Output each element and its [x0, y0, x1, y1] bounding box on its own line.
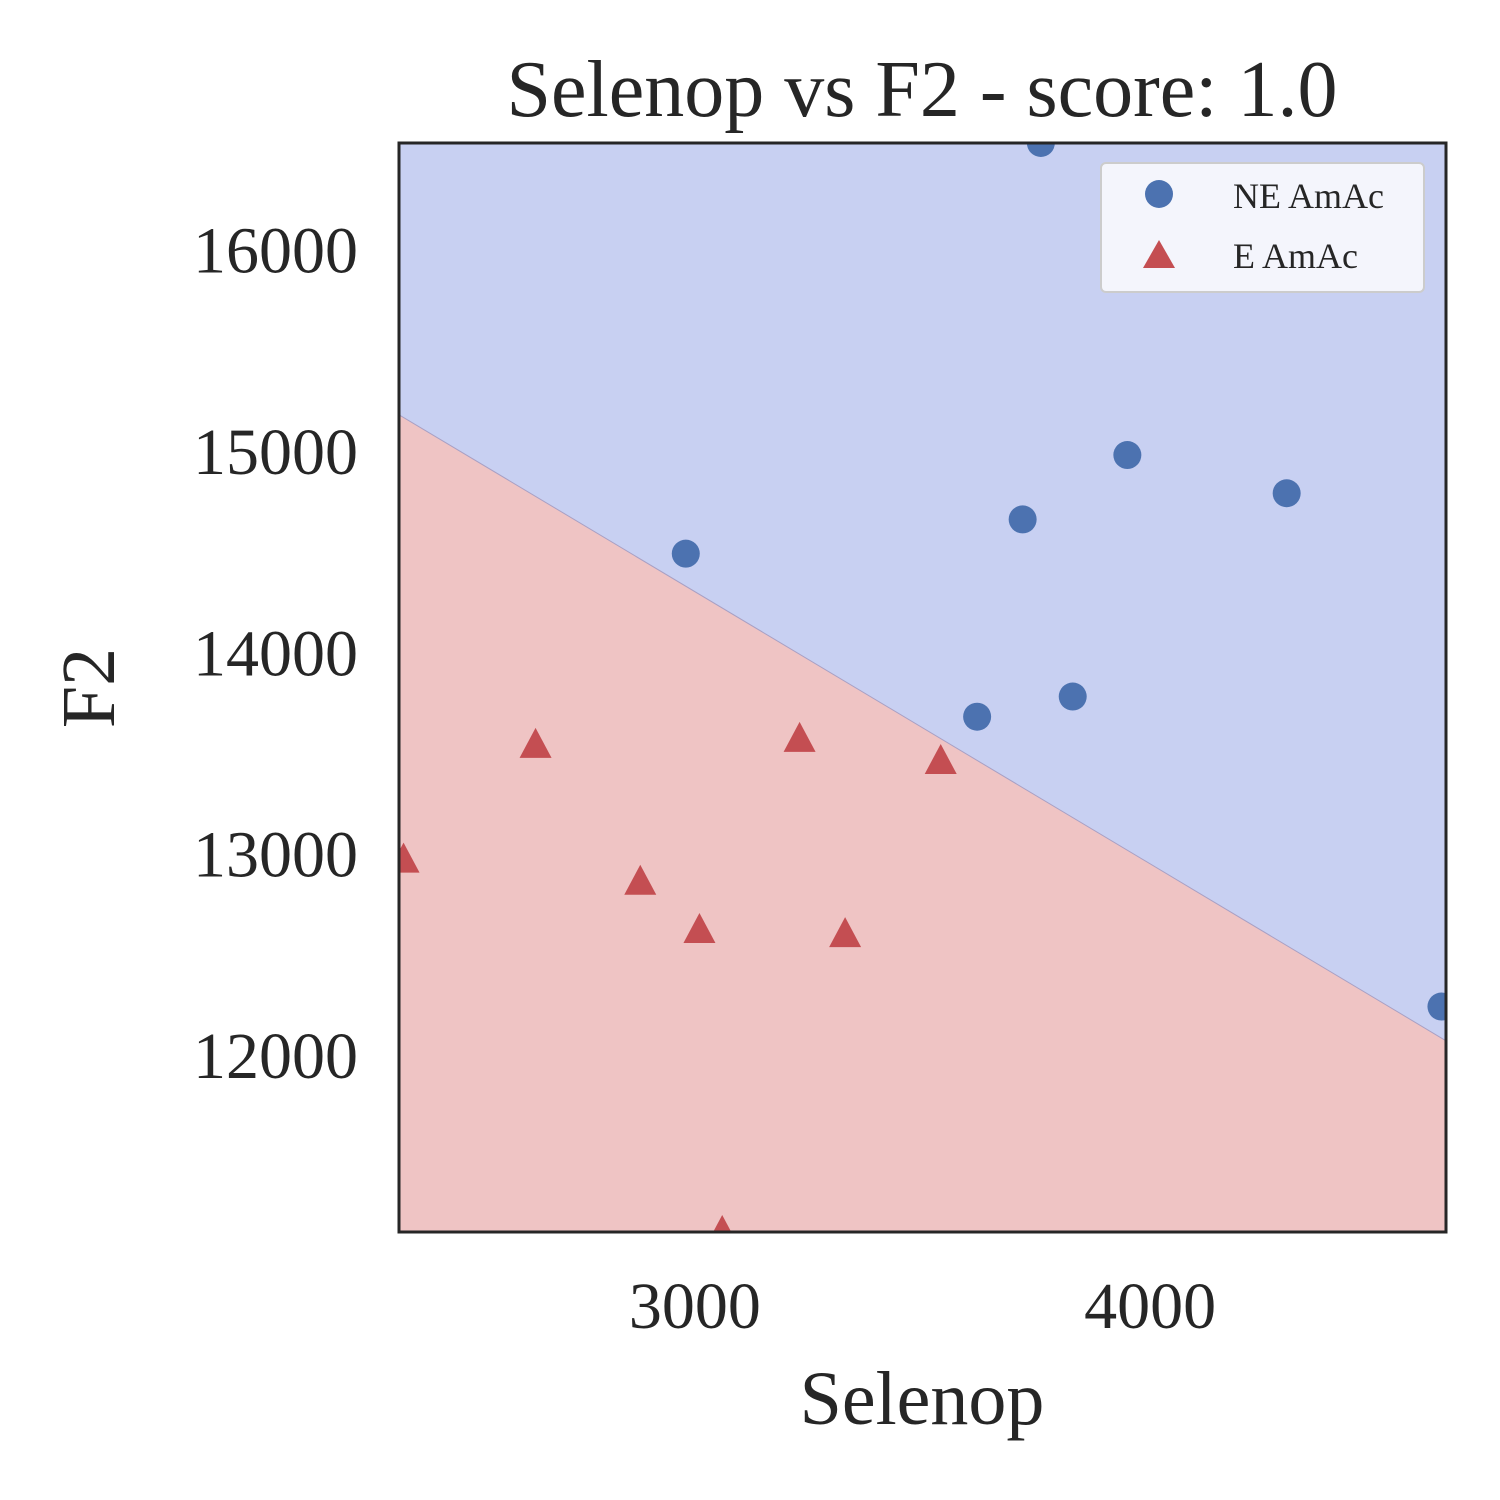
data-point-ne-amac-5: [1058, 682, 1087, 711]
legend-marker-ne-amac: [1145, 180, 1173, 208]
y-tick-label-13000: 13000: [193, 819, 358, 892]
plot-area: [399, 143, 1446, 1232]
plot-frame: [397, 141, 1448, 1234]
data-point-e-amac-6: [829, 917, 862, 948]
data-point-ne-amac-2: [1272, 479, 1301, 508]
legend: NE AmAc E AmAc: [1100, 162, 1425, 293]
data-point-ne-amac-3: [1008, 505, 1037, 534]
data-points: [399, 143, 1446, 1232]
y-tick-label-16000: 16000: [193, 215, 358, 288]
data-point-ne-amac-0: [1026, 143, 1055, 157]
x-axis-ticks: 3000 4000: [629, 1270, 1216, 1343]
data-point-e-amac-0: [519, 727, 552, 758]
x-tick-label-4000: 4000: [1084, 1270, 1216, 1343]
decision-boundary-line: [399, 414, 1446, 1042]
data-point-ne-amac-6: [963, 702, 992, 731]
data-point-ne-amac-7: [1427, 992, 1446, 1021]
data-point-e-amac-3: [399, 842, 420, 873]
x-axis-label: Selenop: [800, 1357, 1045, 1441]
x-tick-label-3000: 3000: [629, 1270, 761, 1343]
decision-region-e-amac: [399, 414, 1446, 1232]
data-point-e-amac-2: [924, 743, 957, 774]
y-tick-label-12000: 12000: [193, 1020, 358, 1093]
data-point-e-amac-5: [683, 913, 716, 944]
y-axis-ticks: 12000 13000 14000 15000 16000: [193, 215, 358, 1093]
legend-label-ne-amac: NE AmAc: [1233, 176, 1384, 216]
data-point-e-amac-7: [713, 1215, 732, 1232]
decision-region-ne-amac: [399, 143, 1446, 1041]
legend-box: [1100, 162, 1425, 293]
data-point-e-amac-1: [783, 721, 816, 752]
chart-title: Selenop vs F2 - score: 1.0: [506, 46, 1337, 134]
legend-marker-e-amac: [1143, 240, 1175, 268]
data-point-ne-amac-1: [1113, 441, 1142, 470]
data-point-ne-amac-4: [671, 539, 700, 568]
y-tick-label-15000: 15000: [193, 416, 358, 489]
y-tick-label-14000: 14000: [193, 617, 358, 690]
y-axis-label: F2: [47, 648, 131, 728]
data-point-e-amac-4: [624, 864, 657, 895]
legend-label-e-amac: E AmAc: [1233, 236, 1358, 276]
